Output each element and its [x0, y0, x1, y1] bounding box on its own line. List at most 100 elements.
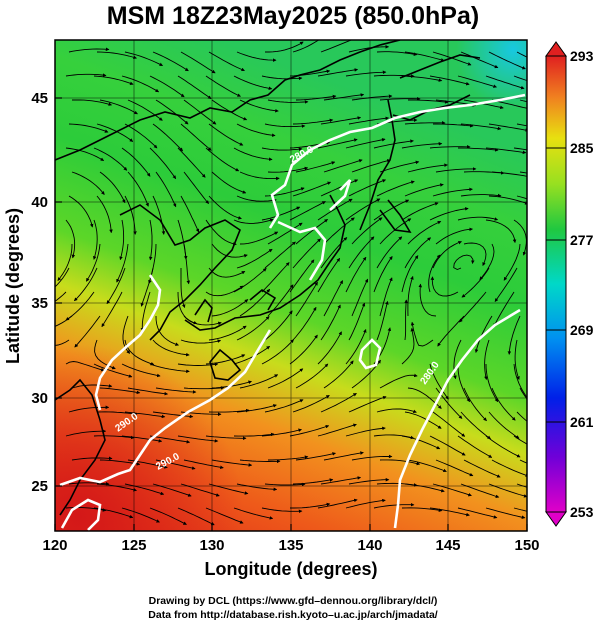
streamline: [460, 483, 500, 499]
streamline: [348, 395, 387, 413]
streamline: [428, 254, 441, 293]
streamline: [513, 363, 527, 401]
streamline: [261, 75, 303, 81]
streamline: [99, 387, 141, 395]
streamline: [92, 219, 98, 260]
streamline: [152, 411, 194, 419]
streamline: [435, 227, 473, 245]
streamline: [460, 411, 491, 440]
streamline: [55, 267, 70, 288]
streamline: [289, 201, 326, 221]
streamline: [93, 147, 128, 171]
streamline: [152, 195, 166, 235]
streamline: [418, 283, 437, 317]
streamline: [205, 435, 247, 441]
streamline: [239, 459, 281, 464]
streamline: [180, 483, 220, 497]
streamline: [404, 51, 445, 62]
streamline: [119, 219, 125, 261]
streamline: [345, 426, 386, 437]
x-tick-label: 145: [435, 537, 460, 554]
streamline: [292, 395, 330, 413]
streamline: [404, 483, 445, 493]
streamline: [177, 147, 206, 178]
streamline: [149, 435, 191, 444]
streamline: [379, 277, 393, 317]
x-tick-label: 125: [121, 537, 146, 554]
streamline: [236, 51, 277, 62]
streamline: [408, 99, 449, 104]
streamline: [516, 483, 527, 488]
streamline: [432, 187, 473, 197]
streamline: [351, 454, 393, 461]
streamline: [345, 256, 367, 293]
streamline: [317, 498, 358, 509]
streamline: [295, 452, 336, 461]
streamline: [348, 179, 387, 197]
streamline: [429, 145, 471, 149]
streamline: [507, 315, 521, 355]
streamline: [432, 240, 462, 269]
streamline: [233, 507, 274, 520]
streamline: [484, 339, 490, 380]
streamline: [320, 116, 362, 125]
streamline: [373, 256, 393, 293]
x-axis-label: Longitude (degrees): [204, 559, 377, 579]
streamline: [233, 267, 267, 293]
streamline: [292, 40, 320, 53]
streamline: [351, 159, 391, 173]
streamline: [453, 254, 475, 270]
streamline: [233, 75, 273, 91]
streamline: [208, 195, 242, 220]
streamline: [208, 325, 247, 341]
streamline: [429, 435, 466, 456]
streamline: [265, 41, 304, 53]
x-tick-label: 135: [278, 537, 303, 554]
streamline: [379, 97, 421, 101]
streamline: [96, 123, 134, 142]
streamline: [152, 51, 189, 72]
streamline: [404, 237, 432, 269]
plot-area: 290.0 280.0 280.0 290.0: [55, 40, 527, 531]
streamline: [485, 363, 499, 403]
streamline: [71, 456, 113, 461]
streamline: [65, 361, 105, 372]
streamline: [211, 459, 253, 467]
streamline: [183, 171, 209, 204]
streamline: [208, 483, 249, 495]
streamline: [65, 147, 105, 161]
tick-marks: [54, 97, 528, 531]
streamline: [323, 360, 354, 389]
streamline: [96, 411, 138, 416]
streamline: [351, 217, 383, 245]
streamline: [71, 99, 113, 106]
streamline: [68, 195, 94, 228]
streamline: [432, 483, 472, 497]
streamline: [180, 339, 222, 344]
map-title: MSM 18Z23May2025 (850.0hPa): [107, 2, 479, 30]
streamline: [320, 304, 341, 341]
streamline: [267, 166, 309, 173]
streamline: [121, 435, 163, 443]
streamline: [236, 404, 277, 413]
streamline: [261, 507, 303, 514]
streamline: [320, 393, 357, 413]
streamline: [55, 339, 70, 346]
streamline: [459, 291, 487, 323]
streamline: [96, 195, 113, 234]
streamline: [401, 327, 415, 365]
x-tick-label: 140: [357, 537, 382, 554]
streamline: [503, 243, 521, 281]
streamline: [348, 302, 366, 341]
streamline: [320, 476, 362, 485]
streamline: [65, 429, 107, 437]
streamline: [239, 374, 279, 389]
streamline: [211, 171, 247, 194]
streamline: [205, 147, 240, 172]
streamline: [180, 195, 200, 233]
x-tick-label: 130: [199, 537, 224, 554]
streamline: [148, 219, 153, 261]
streamline: [93, 75, 134, 85]
streamline: [121, 507, 160, 523]
y-tick-label: 45: [31, 90, 48, 107]
